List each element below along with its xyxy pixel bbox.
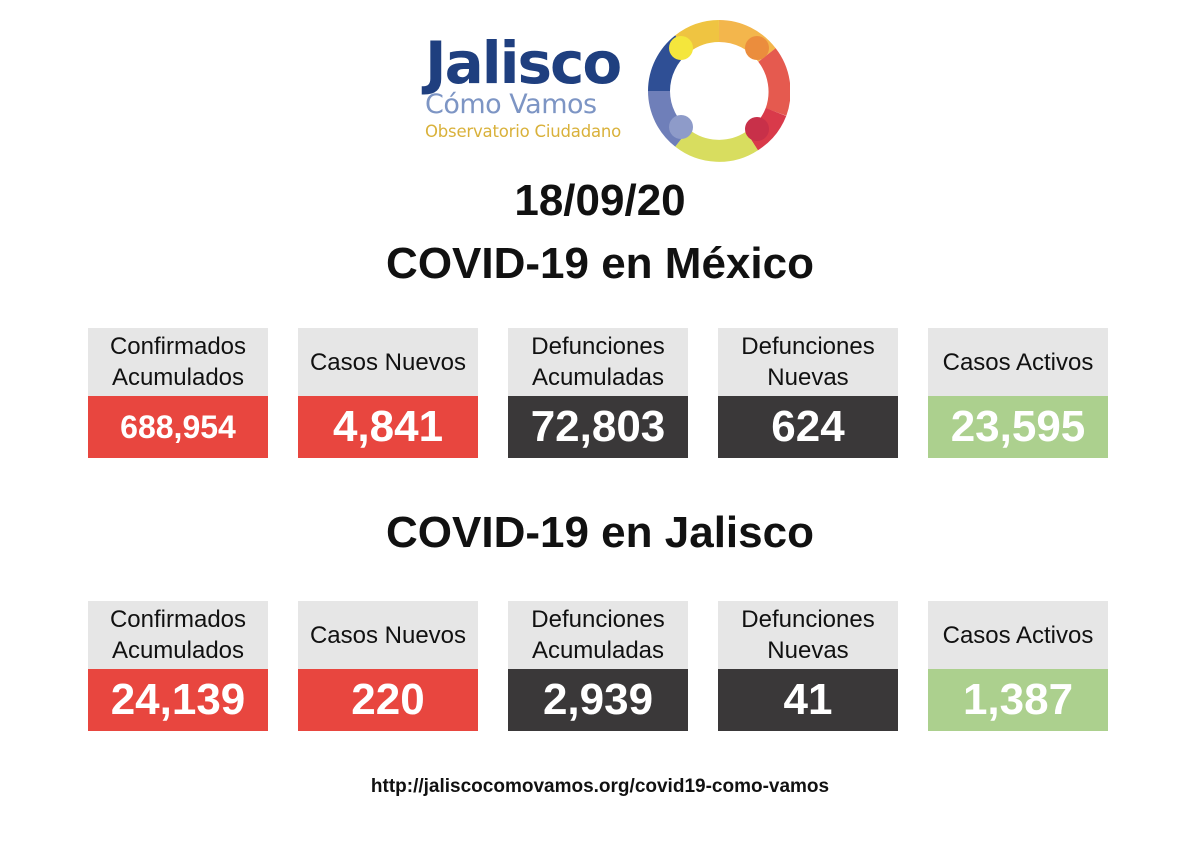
card-label: Confirmados Acumulados	[88, 328, 268, 396]
card-label: Casos Nuevos	[298, 601, 478, 669]
card-label: Defunciones Nuevas	[718, 328, 898, 396]
jalisco-deaths-card: Defunciones Acumuladas 2,939	[508, 601, 688, 731]
label-line: Defunciones	[741, 606, 875, 633]
mexico-deaths-card: Defunciones Acumuladas 72,803	[508, 328, 688, 458]
mexico-new-deaths-card: Defunciones Nuevas 624	[718, 328, 898, 458]
card-label: Casos Activos	[928, 601, 1108, 669]
label-line: Nuevas	[767, 364, 849, 391]
card-label: Defunciones Acumuladas	[508, 328, 688, 396]
logo-ring-icon	[648, 20, 790, 162]
mexico-confirmed-card: Confirmados Acumulados 688,954	[88, 328, 268, 458]
card-value: 220	[298, 669, 478, 731]
label-line: Confirmados	[109, 606, 247, 633]
label-line: Confirmados	[109, 333, 247, 360]
card-label: Casos Activos	[928, 328, 1108, 396]
card-label: Confirmados Acumulados	[88, 601, 268, 669]
logo-subtitle: Cómo Vamos	[425, 89, 597, 120]
mexico-active-cases-card: Casos Activos 23,595	[928, 328, 1108, 458]
logo-tagline: Observatorio Ciudadano	[425, 122, 622, 141]
logo-wordmark: Jalisco Cómo Vamos Observatorio Ciudadan…	[425, 34, 630, 142]
card-value: 24,139	[88, 669, 268, 731]
jalisco-new-deaths-card: Defunciones Nuevas 41	[718, 601, 898, 731]
label-line: Acumuladas	[531, 637, 665, 664]
card-value: 688,954	[88, 396, 268, 458]
label-line: Defunciones	[531, 333, 665, 360]
label-line: Defunciones	[741, 333, 875, 360]
jalisco-active-cases-card: Casos Activos 1,387	[928, 601, 1108, 731]
label-line: Acumulados	[111, 364, 245, 391]
card-label: Defunciones Nuevas	[718, 601, 898, 669]
jalisco-new-cases-card: Casos Nuevos 220	[298, 601, 478, 731]
jalisco-confirmed-card: Confirmados Acumulados 24,139	[88, 601, 268, 731]
card-label: Defunciones Acumuladas	[508, 601, 688, 669]
heading-jalisco: COVID-19 en Jalisco	[386, 508, 814, 557]
card-value: 41	[718, 669, 898, 731]
card-value: 4,841	[298, 396, 478, 458]
card-label: Casos Nuevos	[298, 328, 478, 396]
card-value: 2,939	[508, 669, 688, 731]
card-value: 624	[718, 396, 898, 458]
card-value: 72,803	[508, 396, 688, 458]
logo-title: Jalisco	[425, 29, 622, 97]
report-date: 18/09/20	[514, 176, 686, 225]
label-line: Defunciones	[531, 606, 665, 633]
label-line: Nuevas	[767, 637, 849, 664]
label-line: Acumulados	[111, 637, 245, 664]
source-url[interactable]: http://jaliscocomovamos.org/covid19-como…	[370, 776, 830, 797]
card-value: 23,595	[928, 396, 1108, 458]
label-line: Acumuladas	[531, 364, 665, 391]
mexico-new-cases-card: Casos Nuevos 4,841	[298, 328, 478, 458]
card-value: 1,387	[928, 669, 1108, 731]
mexico-stats-row: Confirmados Acumulados 688,954 Casos Nue…	[0, 328, 1200, 458]
heading-mexico: COVID-19 en México	[386, 239, 814, 288]
jalisco-stats-row: Confirmados Acumulados 24,139 Casos Nuev…	[0, 601, 1200, 731]
